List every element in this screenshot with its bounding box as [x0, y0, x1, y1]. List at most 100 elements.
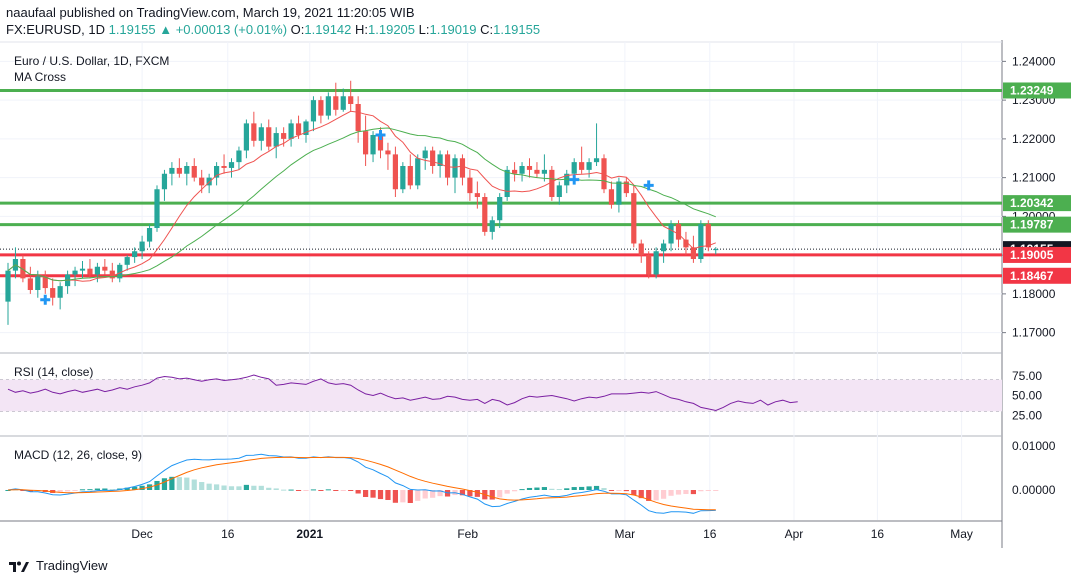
time-axis[interactable]: Dec 16 2021 Feb Mar 16 Apr 16 May: [131, 527, 973, 541]
macd-histogram-bar: [243, 484, 249, 490]
macd-histogram-bar: [631, 490, 637, 496]
candle-body: [176, 167, 182, 174]
macd-histogram-bar: [325, 489, 331, 491]
macd-histogram-bar: [266, 487, 272, 490]
candle-body: [623, 181, 629, 194]
macd-histogram-bar: [467, 490, 473, 497]
macd-histogram-bar: [564, 488, 570, 490]
macd-histogram-bar: [623, 490, 629, 492]
candle-body: [586, 162, 592, 170]
candle-body: [385, 150, 391, 155]
macd-histogram-bar: [526, 487, 533, 490]
candle-body: [661, 243, 667, 252]
candle-body: [437, 154, 443, 166]
close-value: 1.19155: [493, 22, 541, 37]
time-axis-label: 16: [703, 527, 717, 541]
high-label: H:: [355, 22, 369, 37]
candle-body: [377, 135, 384, 151]
macd-histogram-bar: [497, 490, 503, 498]
candle-body: [199, 177, 205, 186]
candle-body: [340, 96, 346, 110]
macd-histogram-bar: [705, 490, 711, 491]
last-price: 1.19155: [108, 22, 156, 37]
candle-body: [117, 264, 123, 279]
time-axis-label: Mar: [615, 527, 636, 541]
macd-histogram-bar: [295, 490, 302, 491]
candle-body: [534, 169, 540, 174]
macd-histogram-bar: [363, 490, 369, 497]
macd-histogram-bar: [638, 490, 644, 499]
candle-body: [243, 123, 249, 151]
symbol-ohlc-line: FX:EURUSD, 1D 1.19155 ▲ +0.00013 (+0.01%…: [6, 22, 540, 37]
candle-body: [430, 150, 436, 166]
macd-histogram-bar: [124, 487, 130, 490]
candle-body: [705, 224, 711, 248]
candle-body: [5, 270, 11, 302]
candle-body: [109, 270, 115, 279]
macd-histogram-bar: [251, 485, 257, 490]
candle-body: [370, 135, 376, 155]
macd-histogram-bar: [690, 490, 696, 495]
macd-histogram-bar: [437, 490, 443, 497]
time-axis-label: May: [950, 527, 973, 541]
macd-histogram-bar: [661, 490, 667, 499]
candle-body: [683, 239, 689, 248]
publish-info: naaufaal published on TradingView.com, M…: [6, 5, 415, 20]
ma-cross-marker-icon: [375, 130, 386, 140]
macd-histogram-bar: [273, 488, 279, 490]
macd-histogram-bar: [340, 490, 346, 491]
candle-body: [392, 154, 398, 190]
macd-histogram-bar: [541, 487, 547, 490]
low-value: 1.19019: [429, 22, 477, 37]
price-change: +0.00013 (+0.01%): [175, 22, 288, 37]
candle-body: [273, 133, 279, 147]
time-axis-label: 16: [871, 527, 885, 541]
horizontal-levels[interactable]: [0, 88, 1002, 278]
candle-body: [221, 166, 227, 168]
macd-histogram-bar: [27, 490, 33, 492]
macd-histogram-bar: [355, 490, 361, 494]
macd-histogram-bar: [556, 489, 562, 491]
level-tag-value: 1.23249: [1010, 83, 1054, 97]
rsi-tick-label: 75.00: [1012, 369, 1042, 383]
candle-body: [698, 224, 704, 259]
macd-histogram-bar: [169, 476, 175, 490]
candle-body: [251, 123, 257, 141]
candle-body: [50, 288, 56, 298]
time-axis-label: Dec: [131, 527, 152, 541]
footer-brand-text: TradingView: [36, 558, 108, 573]
macd-histogram-bar: [504, 490, 510, 494]
pane-frame: [0, 40, 1003, 548]
candle-body: [482, 197, 488, 232]
candle-body: [318, 100, 324, 116]
macd-histogram-bar: [236, 486, 242, 490]
candle-body: [579, 162, 585, 170]
candle-body: [474, 193, 480, 197]
candle-body: [512, 169, 518, 174]
macd-histogram-bar: [459, 490, 466, 496]
indicator-label-ma-cross: MA Cross: [14, 70, 66, 84]
candle-body: [102, 266, 108, 271]
macd-histogram-bar: [377, 490, 384, 500]
price-tick-label: 1.22000: [1012, 132, 1056, 146]
candle-body: [363, 131, 369, 155]
level-tag: [1003, 267, 1071, 284]
macd-histogram-bar: [57, 490, 63, 493]
candle-body: [124, 257, 130, 265]
ma-cross-marker-icon: [569, 174, 580, 185]
macd-histogram-bar: [214, 484, 220, 490]
candle-body: [422, 150, 428, 159]
macd-histogram-bar: [586, 486, 592, 490]
macd-histogram-bar: [258, 485, 264, 490]
candle-body: [325, 96, 331, 116]
macd-histogram-bar: [683, 490, 689, 495]
macd-histogram-bar: [65, 490, 71, 492]
macd-histogram-bar: [370, 490, 376, 498]
candle-body: [79, 268, 86, 271]
candle-body: [631, 193, 637, 244]
candle-body: [444, 154, 451, 178]
candle-body: [541, 169, 547, 174]
event-flags[interactable]: [40, 130, 654, 305]
chart-title: Euro / U.S. Dollar, 1D, FXCM: [14, 54, 169, 68]
